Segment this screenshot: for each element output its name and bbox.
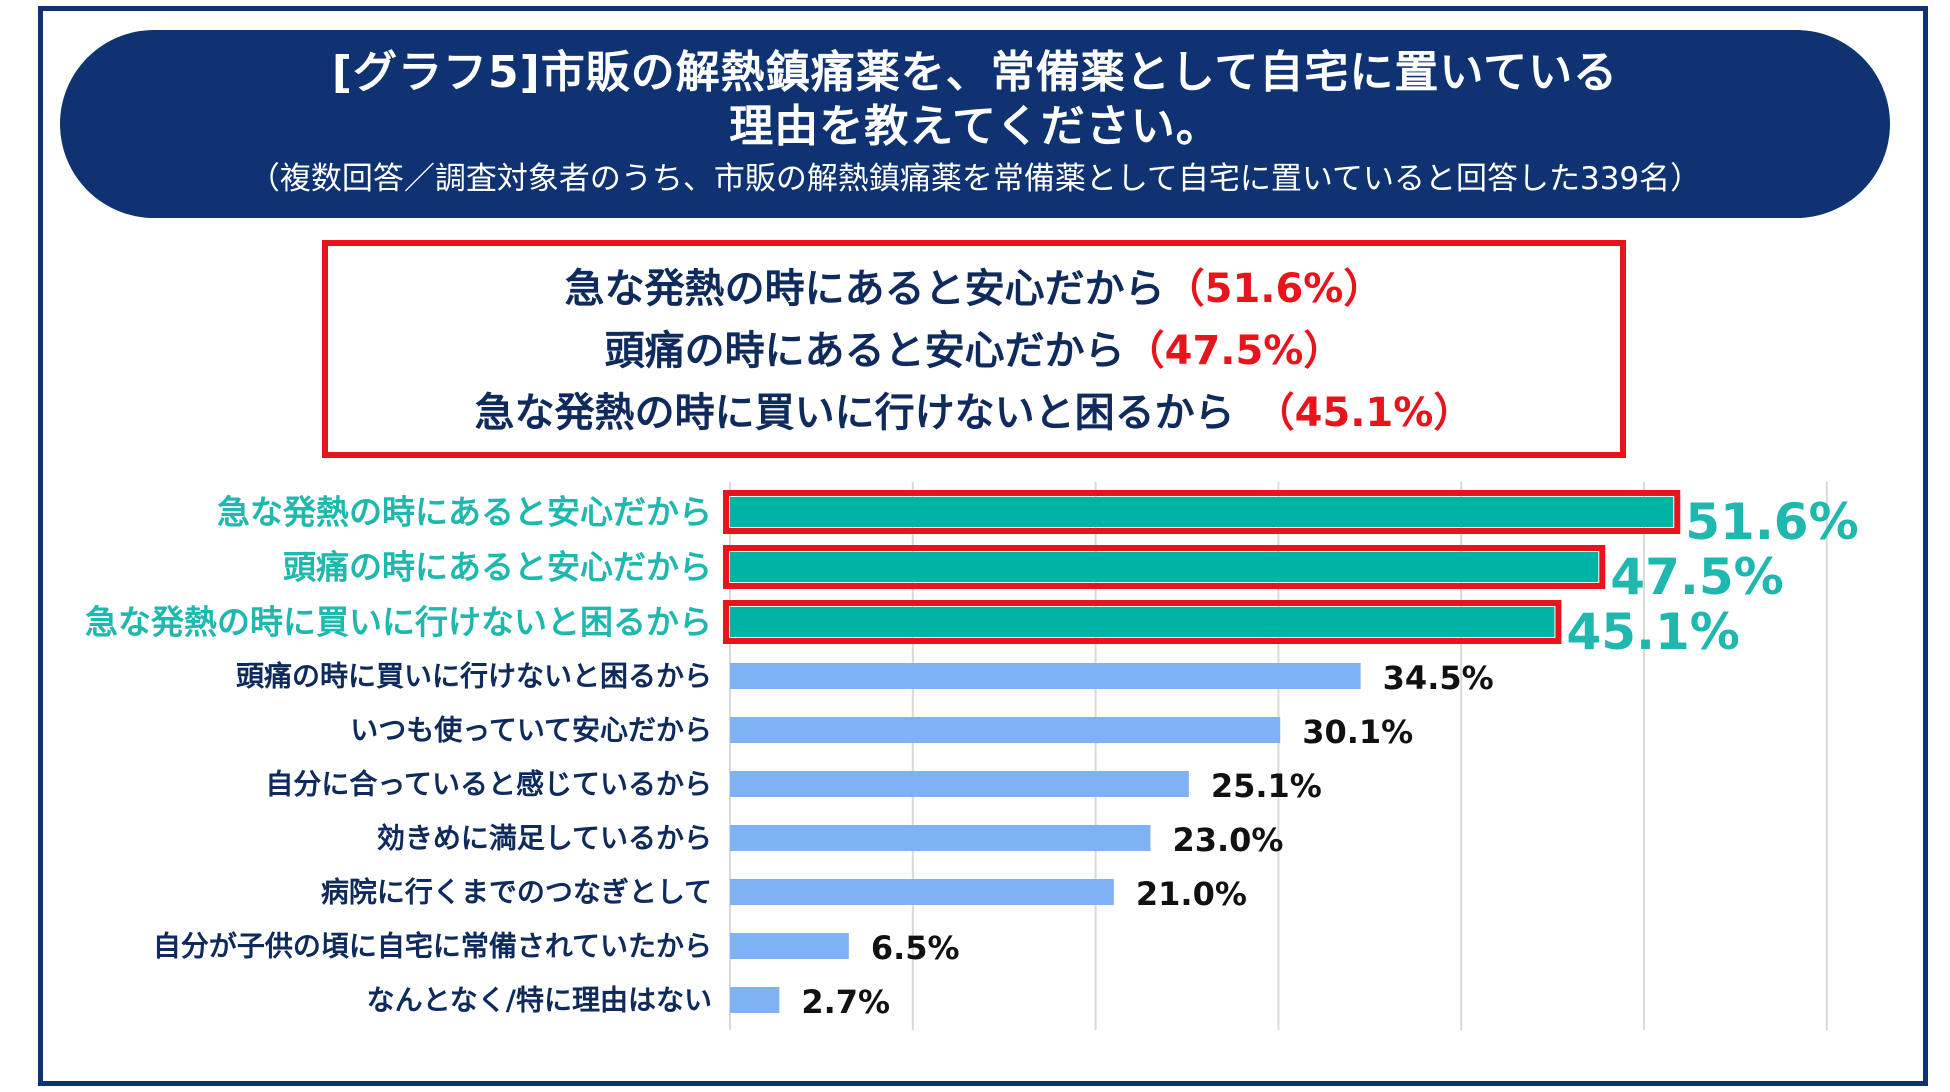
chart-title-line-1: [グラフ5]市販の解熱鎮痛薬を、常備薬として自宅に置いている (331, 47, 1619, 98)
category-label-7: 効きめに満足しているから (377, 822, 712, 855)
value-label-5: 30.1% (1302, 713, 1413, 751)
highlight-label-3: 急な発熱の時に買いに行けないと困るから (474, 390, 1275, 436)
bar-highlight-outline-1 (723, 490, 1681, 534)
value-label-2: 47.5% (1610, 548, 1783, 606)
bar-7 (730, 825, 1151, 851)
bar-4 (730, 663, 1361, 689)
bar-highlight-outline-2 (723, 545, 1606, 589)
value-label-7: 23.0% (1172, 821, 1283, 859)
bar-5 (730, 717, 1281, 743)
value-label-8: 21.0% (1136, 875, 1247, 913)
category-label-10: なんとなく/特に理由はない (367, 984, 712, 1017)
bar-10 (730, 987, 780, 1013)
value-label-4: 34.5% (1383, 659, 1494, 697)
value-label-10: 2.7% (801, 983, 890, 1021)
category-label-3: 急な発熱の時に買いに行けないと困るから (85, 603, 712, 642)
value-label-1: 51.6% (1685, 493, 1858, 551)
bar-9 (730, 933, 849, 959)
highlight-label-2: 頭痛の時にあると安心だから (604, 328, 1125, 374)
bar-3 (730, 607, 1555, 637)
bar-6 (730, 771, 1189, 797)
category-label-8: 病院に行くまでのつなぎとして (321, 876, 712, 909)
bar-1 (730, 497, 1674, 527)
chart-title-line-2: 理由を教えてください。 (729, 101, 1221, 152)
highlight-line-2: 頭痛の時にあると安心だから（47.5%） (328, 320, 1620, 382)
highlight-label-1: 急な発熱の時にあると安心だから (564, 266, 1165, 312)
highlight-pct-1: （51.6%） (1164, 266, 1384, 312)
highlight-line-1: 急な発熱の時にあると安心だから（51.6%） (328, 258, 1620, 320)
value-label-9: 6.5% (871, 929, 960, 967)
bar-8 (730, 879, 1114, 905)
category-label-5: いつも使っていて安心だから (350, 714, 712, 747)
top3-highlight-box: 急な発熱の時にあると安心だから（51.6%） 頭痛の時にあると安心だから（47.… (322, 240, 1626, 458)
value-label-3: 45.1% (1566, 603, 1739, 661)
highlight-line-3: 急な発熱の時に買いに行けないと困るから （45.1%） (328, 382, 1620, 444)
bar-highlight-outline-3 (723, 600, 1562, 644)
category-label-1: 急な発熱の時にあると安心だから (217, 493, 712, 532)
highlight-pct-3: （45.1%） (1274, 390, 1474, 436)
title-banner: [グラフ5]市販の解熱鎮痛薬を、常備薬として自宅に置いている 理由を教えてくださ… (60, 30, 1890, 218)
category-label-6: 自分に合っていると感じているから (265, 768, 712, 801)
bar-2 (730, 552, 1599, 582)
category-label-4: 頭痛の時に買いに行けないと困るから (236, 660, 712, 693)
highlight-pct-2: （47.5%） (1124, 328, 1344, 374)
chart-subtitle: （複数回答／調査対象者のうち、市販の解熱鎮痛薬を常備薬として自宅に置いていると回… (248, 161, 1702, 197)
category-label-2: 頭痛の時にあると安心だから (283, 548, 712, 587)
value-label-6: 25.1% (1211, 767, 1322, 805)
category-label-9: 自分が子供の頃に自宅に常備されていたから (153, 930, 712, 963)
